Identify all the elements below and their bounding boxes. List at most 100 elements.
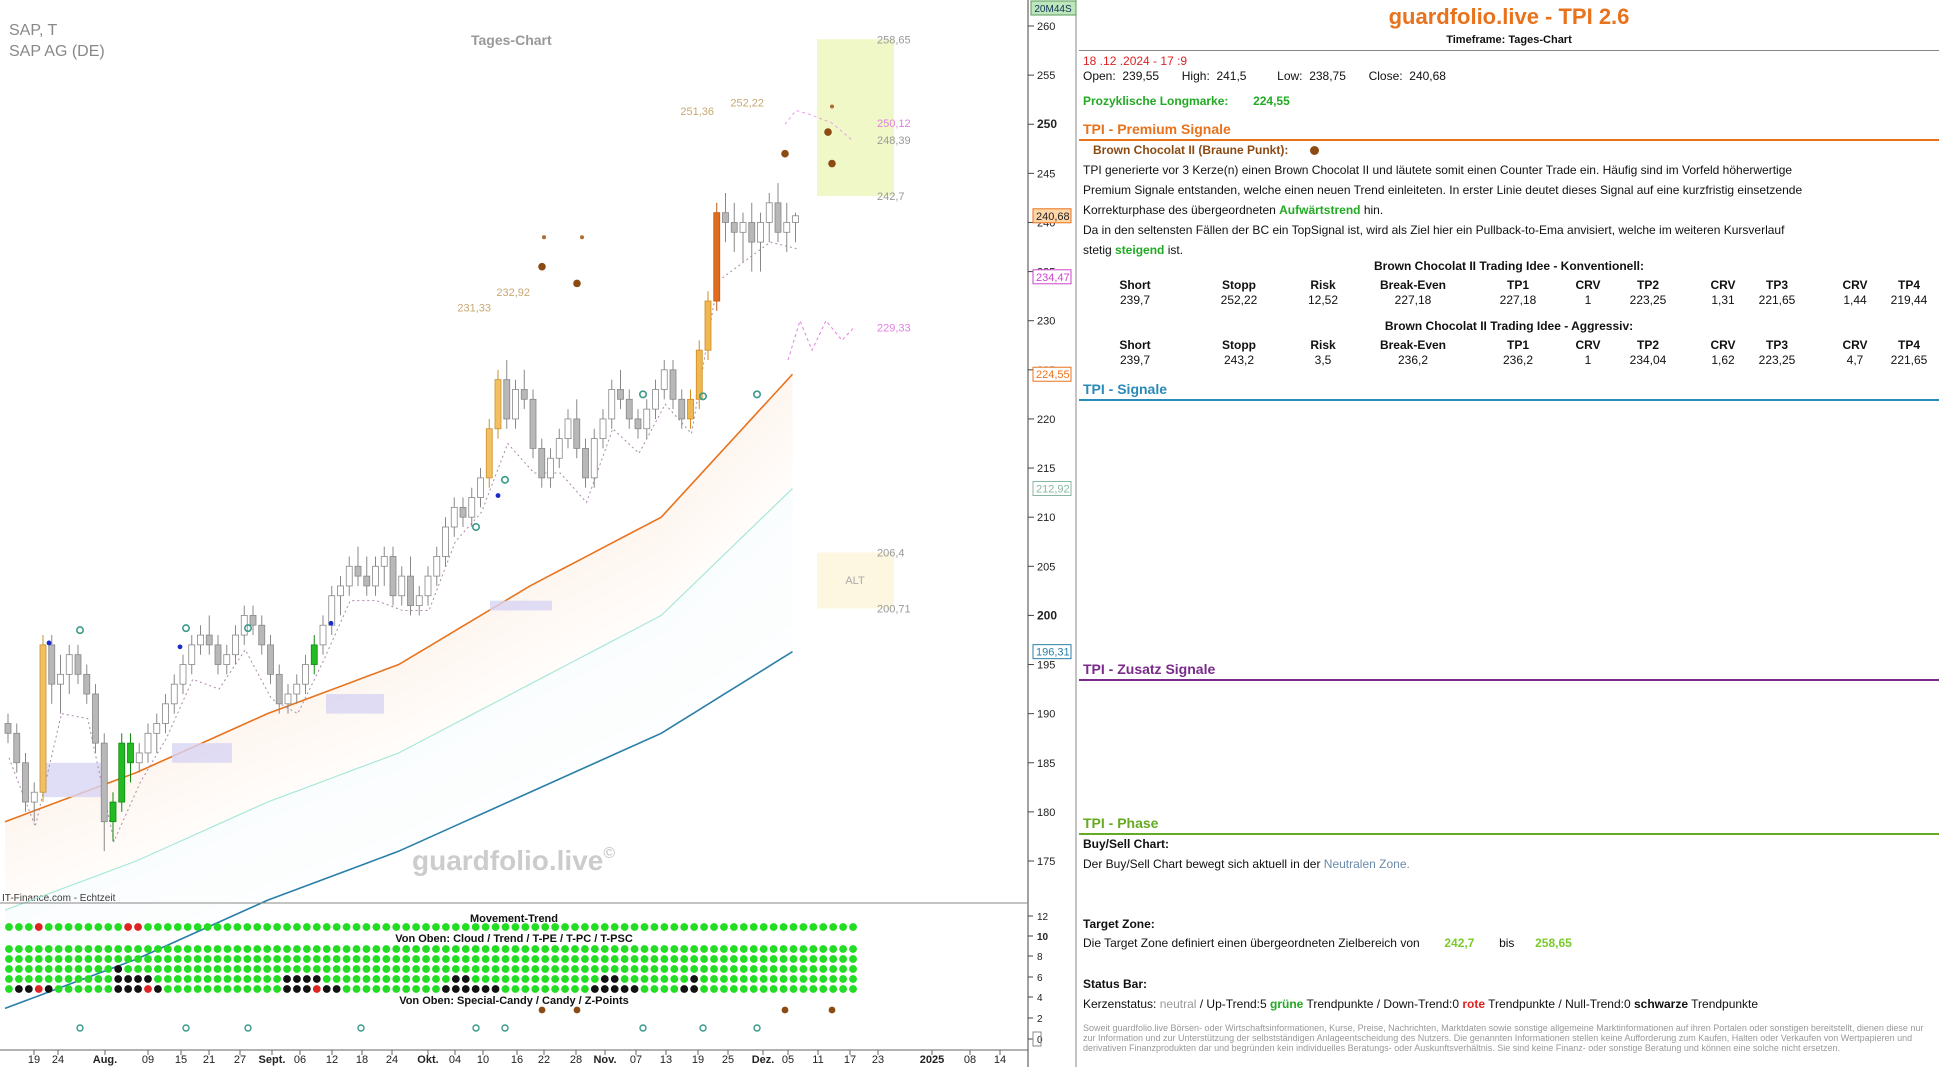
trend-dot xyxy=(729,923,738,931)
t1v-cell: 227,18 xyxy=(1394,293,1432,307)
alt-zone xyxy=(817,552,894,609)
level-annotation: 242,7 xyxy=(877,191,905,203)
trend-dot xyxy=(481,985,490,993)
candle-body xyxy=(783,222,791,233)
trend-dot xyxy=(551,965,560,973)
short-ema-dotted xyxy=(8,241,797,843)
trend-dot xyxy=(720,975,728,983)
t2h-cell: Break-Even xyxy=(1379,338,1447,352)
candle-body xyxy=(144,732,152,754)
trend-dot xyxy=(322,985,331,993)
trend-dot xyxy=(849,975,857,983)
trend-dot xyxy=(173,975,182,983)
trend-dot xyxy=(541,965,550,973)
trend-dot xyxy=(710,985,718,993)
price-tick-label: 250 xyxy=(1037,117,1057,131)
trend-dot xyxy=(163,955,172,963)
price-tick-label: 180 xyxy=(1037,807,1055,819)
trend-dot xyxy=(769,975,778,983)
trend-dot xyxy=(581,985,589,993)
candle-body xyxy=(380,556,388,567)
longmark-row: Prozyklische Longmarke: 224,55 xyxy=(1083,94,1290,108)
trend-dot xyxy=(293,955,301,963)
z-point-brown xyxy=(573,1006,581,1014)
trend-dot xyxy=(362,945,371,953)
trend-dot xyxy=(451,985,460,993)
candle-body xyxy=(267,644,274,675)
trend-dot xyxy=(412,955,421,963)
candle-body xyxy=(424,575,432,597)
premium-text-5c: ist. xyxy=(1164,243,1184,257)
trend-dot xyxy=(720,945,728,953)
trend-dot xyxy=(44,985,53,993)
candle-body xyxy=(188,644,196,665)
trend-dot xyxy=(700,923,708,931)
trend-dot xyxy=(541,985,550,993)
trend-dot xyxy=(84,945,93,953)
trend-dot xyxy=(233,923,242,931)
trend-dot xyxy=(829,965,838,973)
price-tick-label: 245 xyxy=(1037,168,1055,180)
trend-dot xyxy=(193,923,202,931)
time-label: 2025 xyxy=(920,1054,944,1066)
candle-body xyxy=(92,693,99,744)
trend-dot xyxy=(183,985,192,993)
trend-dot xyxy=(660,955,669,963)
trend-dot xyxy=(402,985,411,993)
steigend-word: steigend xyxy=(1115,243,1165,257)
signal-circle xyxy=(182,624,191,633)
trend-dot xyxy=(630,975,639,983)
trend-dot xyxy=(114,955,123,963)
price-tick-label: 185 xyxy=(1037,758,1055,770)
time-label: 27 xyxy=(234,1054,246,1066)
trend-dot xyxy=(432,955,440,963)
trend-dot xyxy=(799,965,808,973)
trend-dot xyxy=(491,975,500,983)
trend-dot xyxy=(183,965,192,973)
trend-dot xyxy=(521,945,530,953)
trend-dot xyxy=(54,923,63,931)
bc-signal-dot xyxy=(538,262,546,271)
trend-dot xyxy=(134,945,142,953)
trend-dot xyxy=(600,965,609,973)
header-rule xyxy=(1079,50,1939,51)
trend-dot xyxy=(739,945,748,953)
open-value: 239,55 xyxy=(1122,69,1160,83)
trend-dot xyxy=(352,955,361,963)
ema-cloud-band xyxy=(5,515,793,943)
trend-dot xyxy=(144,985,152,993)
trend-dot xyxy=(183,955,192,963)
trend-dot xyxy=(422,985,430,993)
t1v-cell: 223,25 xyxy=(1629,293,1667,307)
trend-dot xyxy=(441,965,450,973)
trend-dot xyxy=(432,923,440,931)
trend-dot xyxy=(660,965,669,973)
ema-cloud-band xyxy=(5,488,793,927)
trend-dot xyxy=(124,985,133,993)
candle-body xyxy=(319,624,327,646)
trend-dot xyxy=(124,923,133,931)
t2v-cell: 3,5 xyxy=(1314,353,1332,367)
trend-dot xyxy=(302,965,311,973)
trend-dot xyxy=(382,945,391,953)
trend-dot xyxy=(839,965,848,973)
trend-dot xyxy=(283,945,291,953)
trend-dot xyxy=(521,985,530,993)
trend-dot xyxy=(749,923,758,931)
trend-dot xyxy=(501,985,510,993)
trend-dot xyxy=(312,975,321,983)
z-point-circle xyxy=(357,1024,365,1032)
time-label: 24 xyxy=(52,1054,64,1066)
trend-dot xyxy=(461,985,470,993)
trend-dot xyxy=(213,945,222,953)
trend-dot xyxy=(34,985,43,993)
premium-text-3: Korrekturphase des übergeordneten Aufwär… xyxy=(1083,203,1383,217)
trend-dot xyxy=(710,965,718,973)
t2v-cell: 236,2 xyxy=(1502,353,1534,367)
trend-dot xyxy=(739,923,748,931)
trend-dot xyxy=(829,945,838,953)
zusatz-heading: TPI - Zusatz Signale xyxy=(1083,661,1216,677)
trend-dot xyxy=(273,985,281,993)
trend-dot xyxy=(173,923,182,931)
candle-body xyxy=(695,349,703,400)
